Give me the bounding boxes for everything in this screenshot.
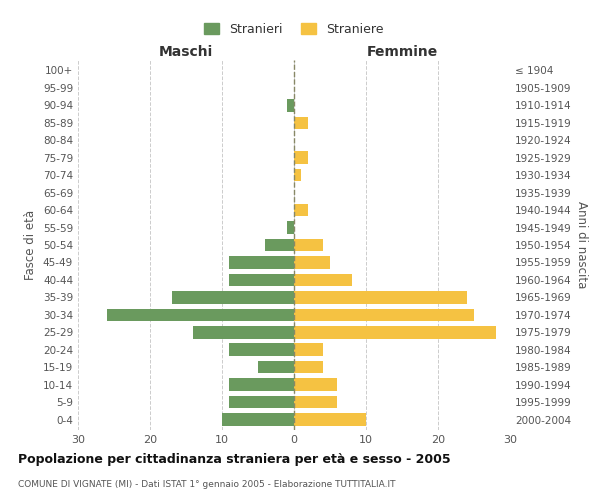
Bar	[294, 326, 496, 338]
Bar	[222, 413, 294, 426]
Bar	[229, 344, 294, 356]
Bar	[294, 413, 366, 426]
Bar	[193, 326, 294, 338]
Y-axis label: Anni di nascita: Anni di nascita	[575, 202, 588, 288]
Bar	[229, 274, 294, 286]
Bar	[294, 308, 474, 321]
Bar	[294, 274, 352, 286]
Bar	[294, 378, 337, 391]
Legend: Stranieri, Straniere: Stranieri, Straniere	[199, 18, 389, 41]
Bar	[294, 204, 308, 216]
Text: COMUNE DI VIGNATE (MI) - Dati ISTAT 1° gennaio 2005 - Elaborazione TUTTITALIA.IT: COMUNE DI VIGNATE (MI) - Dati ISTAT 1° g…	[18, 480, 395, 489]
Bar	[287, 222, 294, 234]
Y-axis label: Fasce di età: Fasce di età	[25, 210, 37, 280]
Bar	[107, 308, 294, 321]
Bar	[229, 378, 294, 391]
Bar	[294, 396, 337, 408]
Bar	[294, 344, 323, 356]
Text: Maschi: Maschi	[159, 45, 213, 59]
Bar	[294, 169, 301, 181]
Text: Popolazione per cittadinanza straniera per età e sesso - 2005: Popolazione per cittadinanza straniera p…	[18, 452, 451, 466]
Bar	[265, 238, 294, 252]
Bar	[294, 256, 330, 268]
Bar	[294, 361, 323, 374]
Bar	[294, 291, 467, 304]
Bar	[294, 116, 308, 129]
Bar	[258, 361, 294, 374]
Bar	[294, 238, 323, 252]
Text: Femmine: Femmine	[367, 45, 437, 59]
Bar	[172, 291, 294, 304]
Bar	[287, 99, 294, 112]
Bar	[294, 152, 308, 164]
Bar	[229, 256, 294, 268]
Bar	[229, 396, 294, 408]
